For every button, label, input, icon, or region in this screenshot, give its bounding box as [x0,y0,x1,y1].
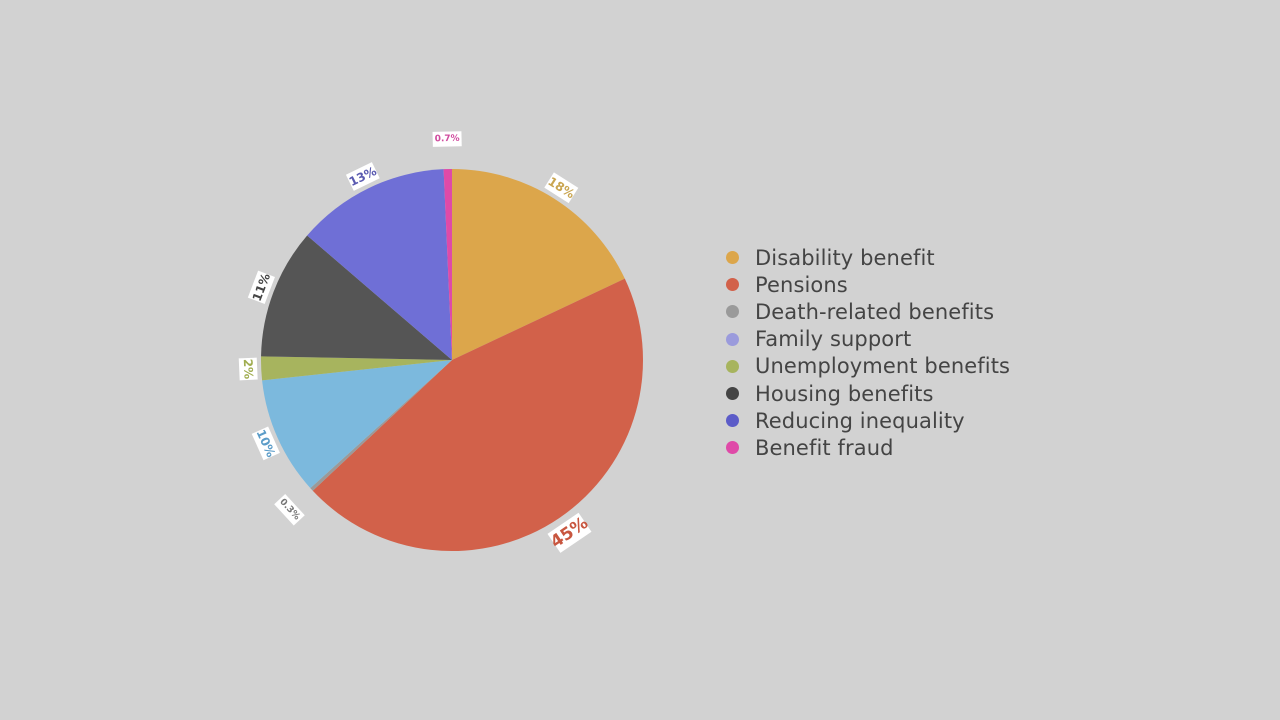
legend-item: Pensions [726,271,1010,298]
pie-label-unemployment-benefits: 2% [238,357,258,381]
legend-label: Death-related benefits [755,299,995,324]
legend-label: Benefit fraud [755,435,894,460]
pie-label-box [274,494,305,526]
legend-swatch [726,387,739,401]
legend-label: Housing benefits [755,381,934,406]
pie-slice-family-support [262,360,452,489]
legend-label: Reducing inequality [755,408,965,433]
pie-slice-benefit-fraud [443,169,452,360]
legend-label: Unemployment benefits [755,354,1011,379]
legend-swatch [726,332,739,346]
legend-swatch [726,414,739,428]
legend-item: Disability benefit [726,244,1010,271]
legend-item: Housing benefits [726,380,1010,407]
pie-slice-housing-benefits [261,235,452,360]
pie-label-housing-benefits: 11% [247,270,275,304]
legend-item: Benefit fraud [726,434,1010,461]
pie-slice-disability-benefit [452,169,625,360]
pie-label-box [251,426,280,461]
pie-label-box [345,162,380,191]
legend-item: Reducing inequality [726,407,1010,434]
pie-label-benefit-fraud: 0.7% [432,131,462,147]
pie-labels: 18%45%0.3%10%2%11%13%0.7% [238,131,592,553]
legend-label: Disability benefit [755,245,935,270]
pie-label-box [432,131,462,147]
pie-label-box [547,512,592,553]
pie-label-box [238,357,258,381]
pie-label-death-related-benefits: 0.3% [274,494,305,526]
legend-swatch [726,441,739,455]
chart-legend: Disability benefit Pensions Death-related … [726,244,1010,462]
pie-slice-pensions [312,278,643,551]
pie-label-text: 0.7% [435,134,460,145]
legend-item: Family support [726,326,1010,353]
legend-swatch [726,251,739,265]
legend-swatch [726,359,739,373]
pie-label-box [544,172,579,204]
legend-swatch [726,305,739,319]
legend-item: Unemployment benefits [726,353,1010,380]
legend-item: Death-related benefits [726,298,1010,325]
legend-swatch [726,278,739,292]
legend-label: Family support [755,327,912,352]
pie-slice-death-related-benefits [310,360,452,491]
pie-label-text: 2% [241,358,256,379]
pie-slice-reducing-inequality [307,169,452,360]
pie-label-box [247,270,275,304]
legend-label: Pensions [755,272,848,297]
pie-slices [261,169,643,551]
pie-slice-unemployment-benefits [261,356,452,381]
